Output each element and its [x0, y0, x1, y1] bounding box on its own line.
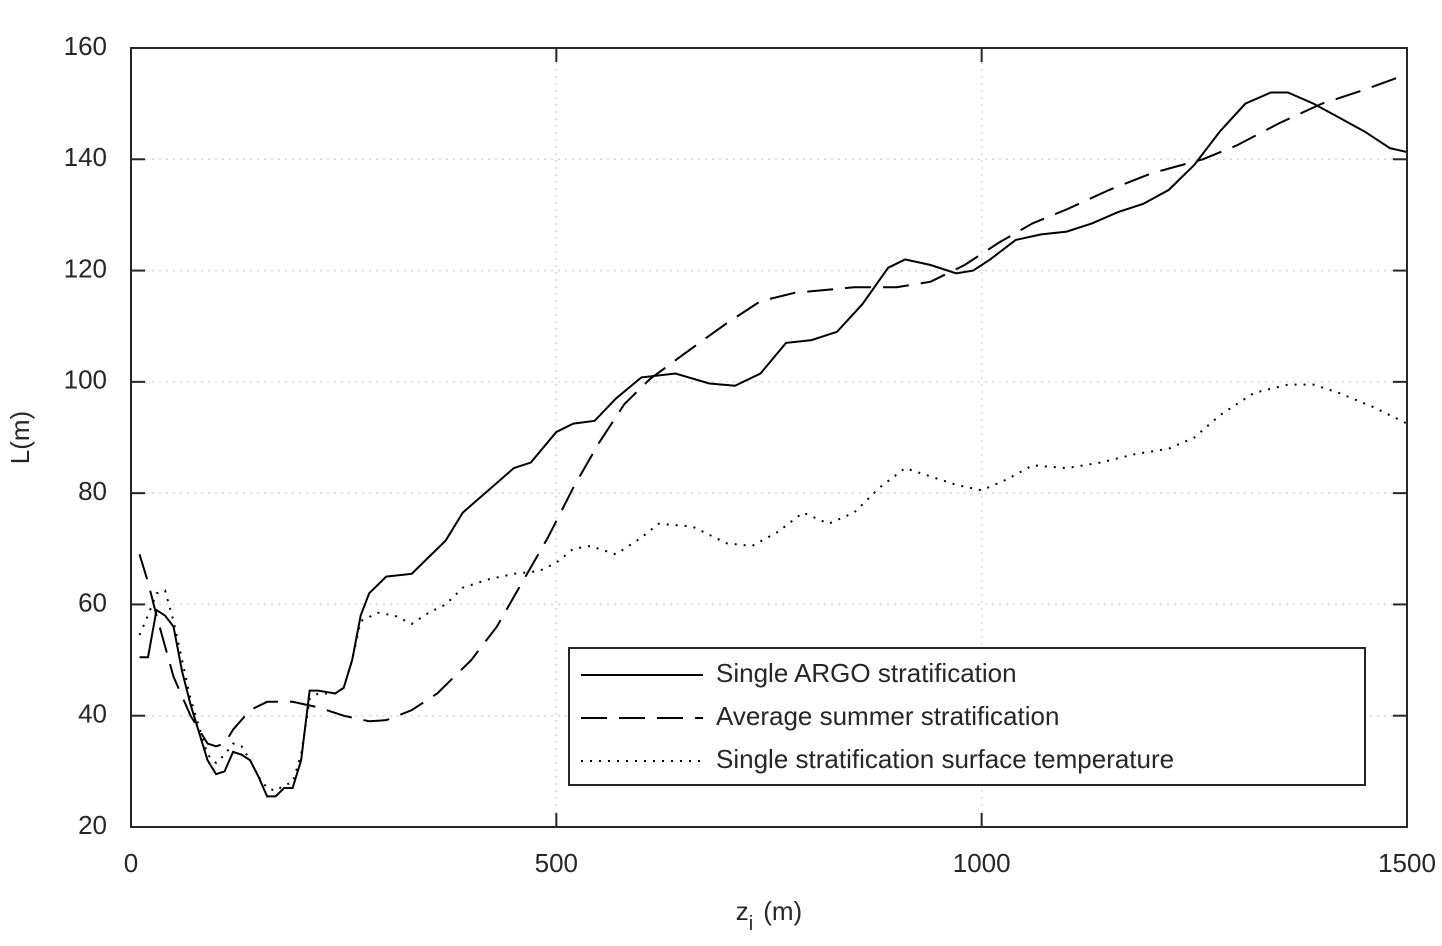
legend-label: Average summer stratification	[716, 701, 1059, 731]
plot-frame	[130, 47, 1408, 828]
legend-label: Single stratification surface temperatur…	[716, 744, 1174, 774]
y-tick-label: 40	[78, 699, 107, 729]
y-tick-label: 160	[64, 31, 107, 61]
y-tick-label: 140	[64, 142, 107, 172]
series-line	[139, 91, 1408, 798]
y-tick-label: 60	[78, 587, 107, 617]
x-tick-label: 1000	[953, 848, 1011, 878]
x-tick-label: 500	[535, 848, 578, 878]
y-tick-label: 120	[64, 253, 107, 283]
y-tick-label: 20	[78, 810, 107, 840]
x-tick-label: 0	[124, 848, 138, 878]
x-axis-label-base: z	[736, 896, 749, 926]
x-axis-label: zi (m)	[736, 896, 802, 935]
x-axis-label-sub: i	[749, 913, 753, 935]
legend-label: Single ARGO stratification	[716, 658, 1017, 688]
legend-box	[568, 647, 1366, 786]
y-tick-label: 80	[78, 476, 107, 506]
x-tick-label: 1500	[1378, 848, 1436, 878]
y-axis-label: L(m)	[5, 411, 35, 464]
y-tick-label: 100	[64, 365, 107, 395]
x-axis-label-unit: (m)	[763, 896, 802, 926]
series-line	[138, 383, 1408, 792]
series-line	[138, 73, 1408, 748]
